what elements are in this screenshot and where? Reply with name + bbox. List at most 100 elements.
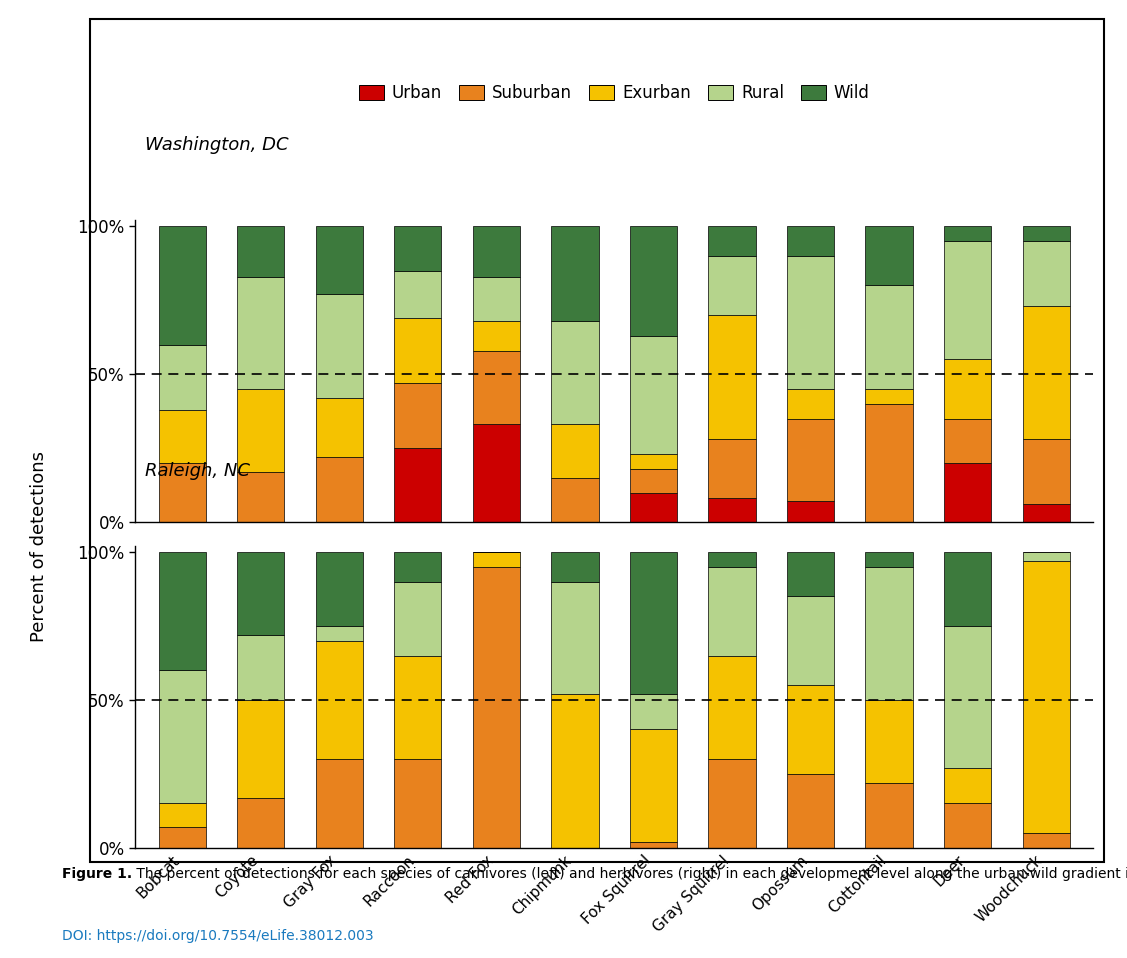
- Bar: [394, 271, 442, 318]
- Bar: [787, 389, 834, 419]
- Bar: [1022, 560, 1070, 833]
- Bar: [238, 226, 284, 277]
- Bar: [630, 454, 677, 468]
- Bar: [1022, 241, 1070, 307]
- Bar: [709, 226, 755, 256]
- Text: Percent of detections: Percent of detections: [30, 450, 48, 642]
- Bar: [709, 440, 755, 498]
- Bar: [630, 842, 677, 848]
- Bar: [709, 256, 755, 315]
- Bar: [1022, 552, 1070, 560]
- Bar: [473, 567, 520, 848]
- Bar: [787, 226, 834, 256]
- Bar: [159, 410, 206, 463]
- Bar: [238, 277, 284, 389]
- Bar: [866, 226, 913, 285]
- Bar: [473, 277, 520, 321]
- Bar: [238, 635, 284, 700]
- Text: DOI: https://doi.org/10.7554/eLife.38012.003: DOI: https://doi.org/10.7554/eLife.38012…: [62, 929, 374, 944]
- Bar: [473, 424, 520, 522]
- Bar: [316, 759, 363, 848]
- Bar: [394, 552, 442, 582]
- Bar: [159, 827, 206, 848]
- Text: The percent of detections for each species of carnivores (left) and herbivores (: The percent of detections for each speci…: [132, 867, 1127, 881]
- Bar: [1022, 833, 1070, 848]
- Bar: [944, 359, 991, 419]
- Bar: [551, 694, 598, 848]
- Bar: [394, 226, 442, 271]
- Bar: [866, 552, 913, 567]
- Bar: [159, 226, 206, 345]
- Bar: [630, 335, 677, 454]
- Bar: [787, 552, 834, 596]
- Bar: [159, 804, 206, 827]
- Bar: [238, 389, 284, 471]
- Bar: [159, 345, 206, 410]
- Bar: [551, 424, 598, 478]
- Bar: [551, 226, 598, 321]
- Bar: [316, 641, 363, 759]
- Bar: [1022, 440, 1070, 504]
- Bar: [551, 552, 598, 582]
- Bar: [944, 241, 991, 359]
- Bar: [159, 671, 206, 804]
- Bar: [944, 419, 991, 463]
- Bar: [238, 471, 284, 522]
- Bar: [866, 567, 913, 700]
- Bar: [709, 567, 755, 655]
- Bar: [1022, 307, 1070, 440]
- Bar: [551, 582, 598, 694]
- Text: Figure 1.: Figure 1.: [62, 867, 132, 881]
- Bar: [473, 321, 520, 351]
- Bar: [787, 685, 834, 774]
- Bar: [473, 552, 520, 567]
- Bar: [316, 626, 363, 641]
- Bar: [316, 294, 363, 398]
- Bar: [473, 226, 520, 277]
- Bar: [866, 783, 913, 848]
- Bar: [944, 804, 991, 848]
- Bar: [709, 315, 755, 440]
- Bar: [866, 285, 913, 389]
- Bar: [159, 552, 206, 671]
- Bar: [630, 552, 677, 694]
- Bar: [787, 419, 834, 501]
- Legend: Urban, Suburban, Exurban, Rural, Wild: Urban, Suburban, Exurban, Rural, Wild: [352, 78, 877, 109]
- Bar: [630, 694, 677, 729]
- Bar: [709, 552, 755, 567]
- Bar: [944, 226, 991, 241]
- Bar: [787, 256, 834, 389]
- Bar: [709, 759, 755, 848]
- Text: Raleigh, NC: Raleigh, NC: [144, 462, 250, 480]
- Bar: [551, 478, 598, 522]
- Bar: [630, 226, 677, 335]
- Bar: [1022, 226, 1070, 241]
- Bar: [394, 383, 442, 448]
- Bar: [394, 318, 442, 383]
- Bar: [238, 797, 284, 848]
- Bar: [473, 351, 520, 424]
- Bar: [238, 552, 284, 635]
- Bar: [630, 729, 677, 842]
- Bar: [944, 626, 991, 768]
- Bar: [709, 655, 755, 759]
- Bar: [238, 700, 284, 797]
- Bar: [630, 492, 677, 522]
- Bar: [1022, 504, 1070, 522]
- Bar: [630, 468, 677, 492]
- Bar: [787, 774, 834, 848]
- Bar: [394, 655, 442, 759]
- Bar: [394, 582, 442, 655]
- Bar: [944, 463, 991, 522]
- Bar: [159, 463, 206, 522]
- Bar: [394, 759, 442, 848]
- Bar: [787, 501, 834, 522]
- Bar: [866, 389, 913, 403]
- Bar: [787, 596, 834, 685]
- Bar: [394, 448, 442, 522]
- Bar: [944, 552, 991, 626]
- Bar: [866, 700, 913, 783]
- Bar: [551, 321, 598, 424]
- Bar: [316, 457, 363, 522]
- Text: Washington, DC: Washington, DC: [144, 136, 289, 154]
